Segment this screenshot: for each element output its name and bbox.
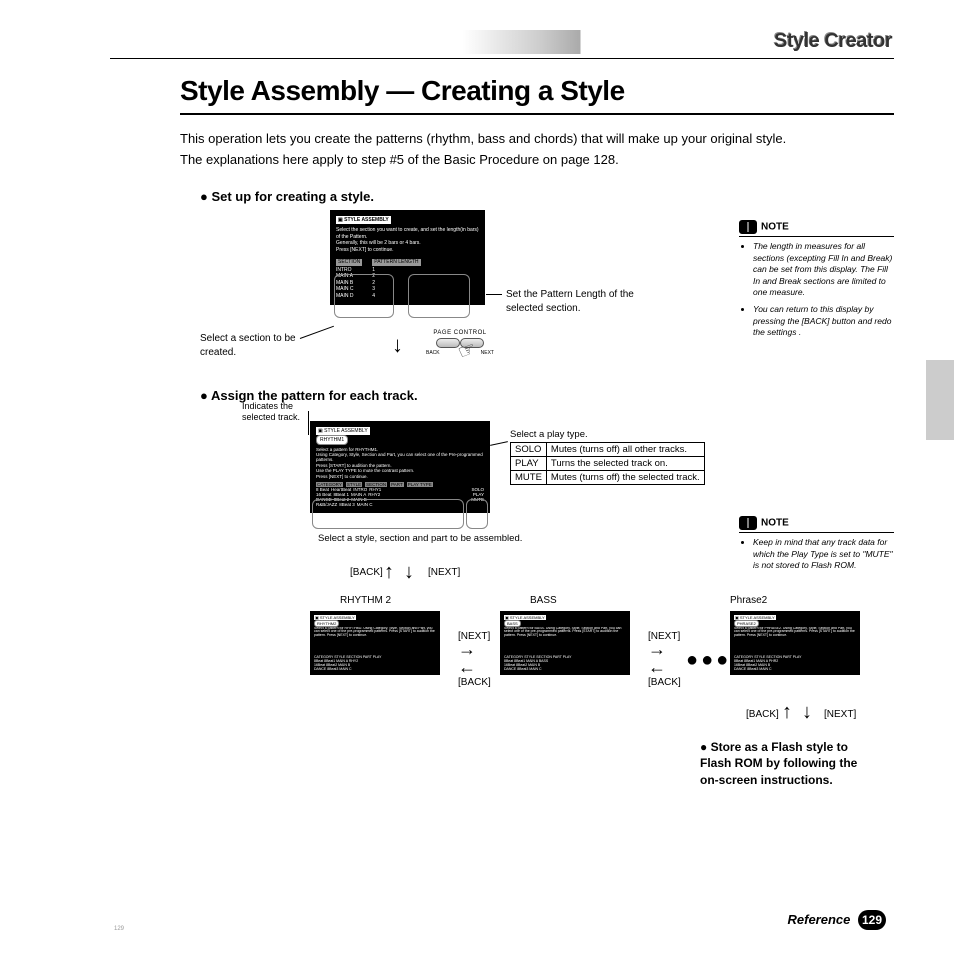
footer: Reference 129	[788, 910, 887, 930]
ellipsis-icon: ●●●	[686, 649, 731, 672]
screen-body: Select the section you want to create, a…	[336, 227, 479, 253]
track-tab: RHYTHM1	[316, 435, 348, 445]
screen-setup: ▣ STYLE ASSEMBLY Select the section you …	[330, 210, 485, 306]
mini-screen-phrase2: ▣ STYLE ASSEMBLY PHRASE2 Select a patter…	[730, 611, 860, 675]
note-box-1: NOTE The length in measures for all sect…	[739, 220, 894, 345]
mini-label-phrase2: Phrase2	[730, 595, 767, 606]
intro-text: This operation lets you create the patte…	[180, 129, 800, 171]
screen-title: ▣ STYLE ASSEMBLY	[336, 216, 391, 225]
up-arrow-icon: ↑	[782, 701, 792, 724]
down-arrow-icon: ↓	[404, 561, 414, 584]
page-number: 129	[858, 910, 886, 930]
intro-p1: This operation lets you create the patte…	[180, 129, 800, 150]
note-header: NOTE	[739, 220, 894, 237]
page-control-label: PAGE CONTROL	[420, 330, 500, 336]
pattern-highlight	[408, 274, 470, 318]
note-header: NOTE	[739, 516, 894, 533]
line-3	[308, 411, 309, 435]
callout-select-section: Select a section to be created.	[200, 332, 300, 360]
play-type-table: Select a play type. SOLOMutes (turns off…	[510, 429, 705, 485]
section-header: Style Creator	[110, 30, 894, 54]
store-instruction: Store as a Flash style to Flash ROM by f…	[700, 739, 875, 789]
play-type-title: Select a play type.	[510, 429, 705, 440]
title-rule	[180, 113, 894, 115]
note-item: The length in measures for all sections …	[753, 241, 894, 298]
mini-label-rhythm2: RHYTHM 2	[340, 595, 391, 606]
subhead-1: Set up for creating a style.	[200, 189, 894, 204]
screen2-body: Select a pattern for RHYTHM1. Using Cate…	[316, 447, 484, 479]
col-section-head: SECTION	[336, 259, 362, 266]
playtype-highlight	[466, 499, 488, 529]
nav-back: [BACK]	[648, 677, 681, 688]
header-rule	[110, 58, 894, 59]
nav-back: [BACK]	[458, 677, 491, 688]
left-arrow-icon: ←	[458, 657, 476, 678]
line-4	[490, 441, 508, 446]
assign-highlight	[312, 499, 464, 529]
gray-tab	[926, 360, 954, 440]
mini-screen-bass: ▣ STYLE ASSEMBLY BASS Select a pattern f…	[500, 611, 630, 675]
nav-back: [BACK]	[746, 709, 779, 720]
col-pattern-head: PATTERN LENGTH	[372, 259, 420, 266]
indicates-label: Indicates the selected track.	[242, 401, 312, 424]
nav-next: [NEXT]	[824, 709, 856, 720]
tiny-page-number: 129	[114, 926, 124, 932]
note-item: You can return to this display by pressi…	[753, 304, 894, 338]
down-arrow-1: ↓	[392, 332, 403, 358]
mini-label-bass: BASS	[530, 595, 557, 606]
footer-reference: Reference	[788, 912, 851, 927]
intro-p2: The explanations here apply to step #5 o…	[180, 150, 800, 171]
up-arrow-icon: ↑	[384, 561, 394, 584]
page-control: PAGE CONTROL ☞ BACK NEXT	[420, 330, 500, 356]
down-arrow-icon: ↓	[802, 701, 812, 724]
navigation-flow: [BACK] ↑ ↓ [NEXT] RHYTHM 2 BASS Phrase2 …	[200, 561, 894, 801]
callout-pattern-length: Set the Pattern Length of the selected s…	[506, 288, 636, 316]
mini-screen-rhythm2: ▣ STYLE ASSEMBLY RHYTHM2 Select a patter…	[310, 611, 440, 675]
page-title: Style Assembly — Creating a Style	[180, 75, 894, 107]
section-highlight	[334, 274, 394, 318]
line-1	[486, 294, 502, 295]
nav-next: [NEXT]	[428, 567, 460, 578]
left-arrow-icon: ←	[648, 657, 666, 678]
line-2	[300, 325, 334, 338]
select-style-label: Select a style, section and part to be a…	[318, 533, 522, 545]
nav-back: [BACK]	[350, 567, 383, 578]
screen-assign: ▣ STYLE ASSEMBLY RHYTHM1 Select a patter…	[310, 421, 490, 513]
